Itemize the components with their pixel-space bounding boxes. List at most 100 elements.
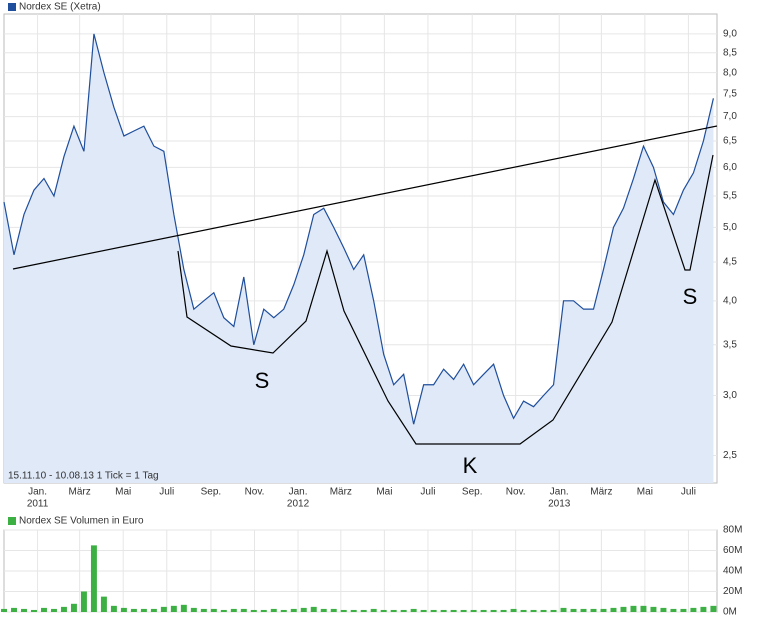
volume-bar	[240, 608, 247, 612]
x-year-label: 2011	[27, 499, 49, 510]
volume-bar	[40, 607, 47, 612]
x-tick-label: Jan.	[550, 487, 569, 498]
volume-bar	[260, 609, 267, 612]
volume-bar	[340, 609, 347, 612]
volume-bar	[660, 607, 667, 612]
volume-bar	[130, 608, 137, 612]
y-tick-label: 5,5	[723, 191, 737, 202]
x-tick-label: Juli	[681, 487, 696, 498]
volume-bar	[21, 608, 27, 612]
volume-bar	[100, 596, 107, 612]
x-tick-label: Juli	[420, 487, 435, 498]
y-tick-label: 6,5	[723, 136, 737, 147]
volume-bar	[400, 609, 407, 612]
volume-bar	[90, 545, 97, 612]
volume-bar	[110, 605, 117, 612]
volume-bar	[500, 609, 507, 612]
volume-bar	[60, 606, 67, 612]
y-tick-label: 9,0	[723, 29, 737, 40]
volume-bar	[560, 607, 567, 612]
y-tick-label: 3,5	[723, 339, 737, 350]
volume-bar	[480, 609, 487, 612]
y-tick-label: 7,0	[723, 111, 737, 122]
pattern-line	[177, 154, 714, 445]
plots: 2,5 3,0 3,5 4,0 4,5 5,0 5,5 6,0 6,5 7,0 7,5 8,0 8,5 9…	[1, 13, 742, 618]
x-tick-label: März	[69, 487, 91, 498]
volume-bar	[70, 603, 77, 612]
volume-bar	[550, 609, 557, 612]
pattern-label: K	[463, 453, 478, 478]
y-tick-label: 6,0	[723, 162, 737, 173]
volume-bar	[190, 607, 197, 612]
volume-bar	[180, 604, 187, 612]
x-tick-label: Mai	[115, 487, 131, 498]
volume-bar	[370, 608, 377, 612]
volume-bar	[580, 608, 587, 612]
volume-bar	[490, 609, 497, 612]
y-tick-label: 60M	[723, 545, 742, 556]
volume-bar	[300, 607, 307, 612]
x-tick-label: Sep.	[462, 487, 483, 498]
area-fill	[4, 33, 714, 484]
y-tick-label: 2,5	[723, 450, 737, 461]
x-tick-label: Mai	[376, 487, 392, 498]
x-tick-label: Sep.	[201, 487, 222, 498]
volume-bar	[570, 608, 577, 612]
volume-bar	[650, 606, 657, 612]
y-tick-label: 7,5	[723, 89, 737, 100]
volume-bar	[170, 605, 177, 612]
volume-bar	[670, 608, 677, 612]
x-year-label: 2013	[548, 499, 571, 510]
volume-bar	[350, 609, 357, 612]
y-tick-label: 4,0	[723, 295, 737, 306]
volume-bar	[310, 606, 317, 612]
volume-bar	[450, 609, 457, 612]
volume-bar	[620, 606, 627, 612]
x-tick-label: Juli	[159, 487, 174, 498]
volume-bar	[50, 608, 57, 612]
volume-bar	[440, 609, 447, 612]
volume-bar	[380, 609, 387, 612]
x-tick-label: März	[330, 487, 352, 498]
volume-bar	[410, 608, 417, 612]
volume-bar	[150, 608, 157, 612]
y-tick-label: 80M	[723, 525, 742, 536]
x-tick-label: Jan.	[289, 487, 308, 498]
volume-bar	[120, 607, 127, 612]
trend-line	[12, 125, 718, 270]
volume-bar	[630, 605, 637, 612]
volume-bar	[360, 609, 367, 612]
legend-swatch	[8, 517, 16, 525]
x-tick-label: März	[590, 487, 612, 498]
volume-bar	[250, 609, 257, 612]
volume-bar	[11, 607, 17, 612]
volume-bar	[470, 609, 477, 612]
volume-bar	[510, 608, 517, 612]
volume-bar	[270, 608, 277, 612]
x-tick-label: Nov.	[506, 487, 526, 498]
volume-bar	[320, 608, 327, 612]
footnote: 15.11.10 - 10.08.13 1 Tick = 1 Tag	[8, 471, 159, 482]
volume-bar	[330, 608, 337, 612]
x-year-label: 2012	[287, 499, 310, 510]
legend-label: Nordex SE Volumen in Euro	[19, 516, 144, 527]
y-tick-label: 0M	[723, 607, 737, 618]
volume-bar	[690, 607, 697, 612]
volume-bar	[700, 606, 707, 612]
volume-bar	[590, 608, 597, 612]
volume-bar	[140, 608, 147, 612]
volume-bar	[210, 608, 217, 612]
y-tick-label: 8,5	[723, 47, 737, 58]
y-tick-label: 20M	[723, 586, 742, 597]
y-tick-label: 5,0	[723, 222, 737, 233]
volume-bar	[220, 609, 227, 612]
volume-bar	[460, 609, 467, 612]
volume-bar	[160, 606, 167, 612]
volume-bar	[520, 609, 527, 612]
volume-bar	[600, 608, 607, 612]
volume-bar	[80, 591, 87, 612]
legend-swatch	[8, 3, 16, 11]
volume-bar	[680, 608, 687, 612]
volume-bar	[530, 609, 537, 612]
pattern-label: S	[683, 284, 698, 309]
